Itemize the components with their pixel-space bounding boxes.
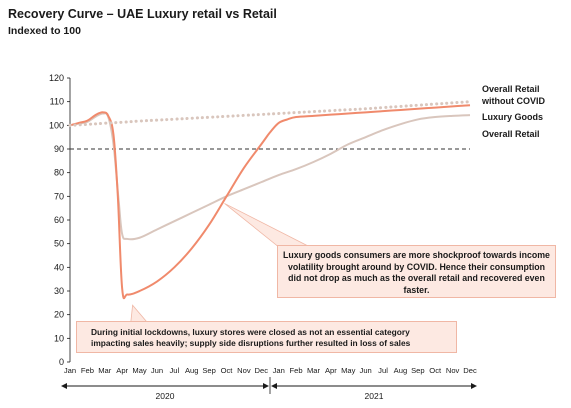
x-tick-label: Sep	[202, 366, 216, 375]
x-tick-label: Jan	[64, 366, 76, 375]
y-tick-label: 40	[54, 262, 64, 272]
legend-overall-retail: Overall Retail	[482, 129, 540, 139]
x-tick-label: Apr	[325, 366, 337, 375]
series-line-overall-retail-without-covid	[68, 100, 472, 127]
series-group	[68, 100, 472, 300]
y-tick-label: 80	[54, 168, 64, 178]
chart-title: Recovery Curve – UAE Luxury retail vs Re…	[8, 7, 277, 21]
y-tick-label: 90	[54, 144, 64, 154]
y-tick-label: 100	[49, 120, 64, 130]
x-tick-label: Feb	[290, 366, 303, 375]
x-tick-label: Apr	[116, 366, 128, 375]
year-label: 2021	[365, 391, 384, 401]
x-tick-label: Aug	[185, 366, 199, 375]
year-label: 2020	[156, 391, 175, 401]
annotation-luxury-resilience: Luxury goods consumers are more shockpro…	[277, 245, 556, 298]
x-tick-label: Sep	[411, 366, 425, 375]
legend-overall-retail-without-covid-line1: Overall Retail	[482, 84, 540, 94]
y-tick-label: 20	[54, 310, 64, 320]
x-tick-label: Jun	[360, 366, 372, 375]
x-tick-label: Jul	[378, 366, 388, 375]
x-tick-label: Nov	[237, 366, 251, 375]
x-tick-label: Jan	[273, 366, 285, 375]
legend-overall-retail-without-covid-line2: without COVID	[481, 96, 545, 106]
x-tick-label: Feb	[81, 366, 94, 375]
chart-subtitle: Indexed to 100	[8, 25, 81, 37]
x-tick-label: Mar	[307, 366, 321, 375]
callout-pointer-luxury	[224, 203, 313, 249]
y-tick-label: 50	[54, 239, 64, 249]
y-tick-label: 120	[49, 73, 64, 83]
y-tick-label: 110	[50, 97, 64, 107]
x-axis: Jan Feb Mar Apr May Jun Jul Aug Sep Oct Nov Dec Jan F…	[61, 366, 477, 401]
annotation-lockdown: During initial lockdowns, luxury stores …	[76, 321, 457, 353]
y-tick-label: 0	[59, 357, 64, 367]
x-tick-label: Oct	[429, 366, 442, 375]
x-tick-label: Nov	[446, 366, 460, 375]
x-tick-label: Oct	[221, 366, 234, 375]
series-line-luxury-goods	[69, 104, 471, 300]
x-tick-label: May	[132, 366, 147, 375]
x-tick-label: Dec	[463, 366, 477, 375]
legend-luxury-goods: Luxury Goods	[482, 112, 543, 122]
y-tick-label: 70	[54, 191, 64, 201]
y-tick-label: 10	[54, 333, 64, 343]
x-tick-label: Mar	[98, 366, 112, 375]
x-tick-label: May	[341, 366, 356, 375]
y-axis: 0 10 20 30 40 50 60 70 80 90 100 110 120	[49, 73, 71, 367]
legend: Overall Retail without COVID Luxury Good…	[481, 84, 545, 139]
y-tick-label: 60	[54, 215, 64, 225]
x-tick-label: Jul	[169, 366, 179, 375]
y-tick-label: 30	[54, 286, 64, 296]
x-tick-label: Dec	[255, 366, 269, 375]
x-tick-label: Aug	[394, 366, 408, 375]
x-tick-label: Jun	[151, 366, 163, 375]
